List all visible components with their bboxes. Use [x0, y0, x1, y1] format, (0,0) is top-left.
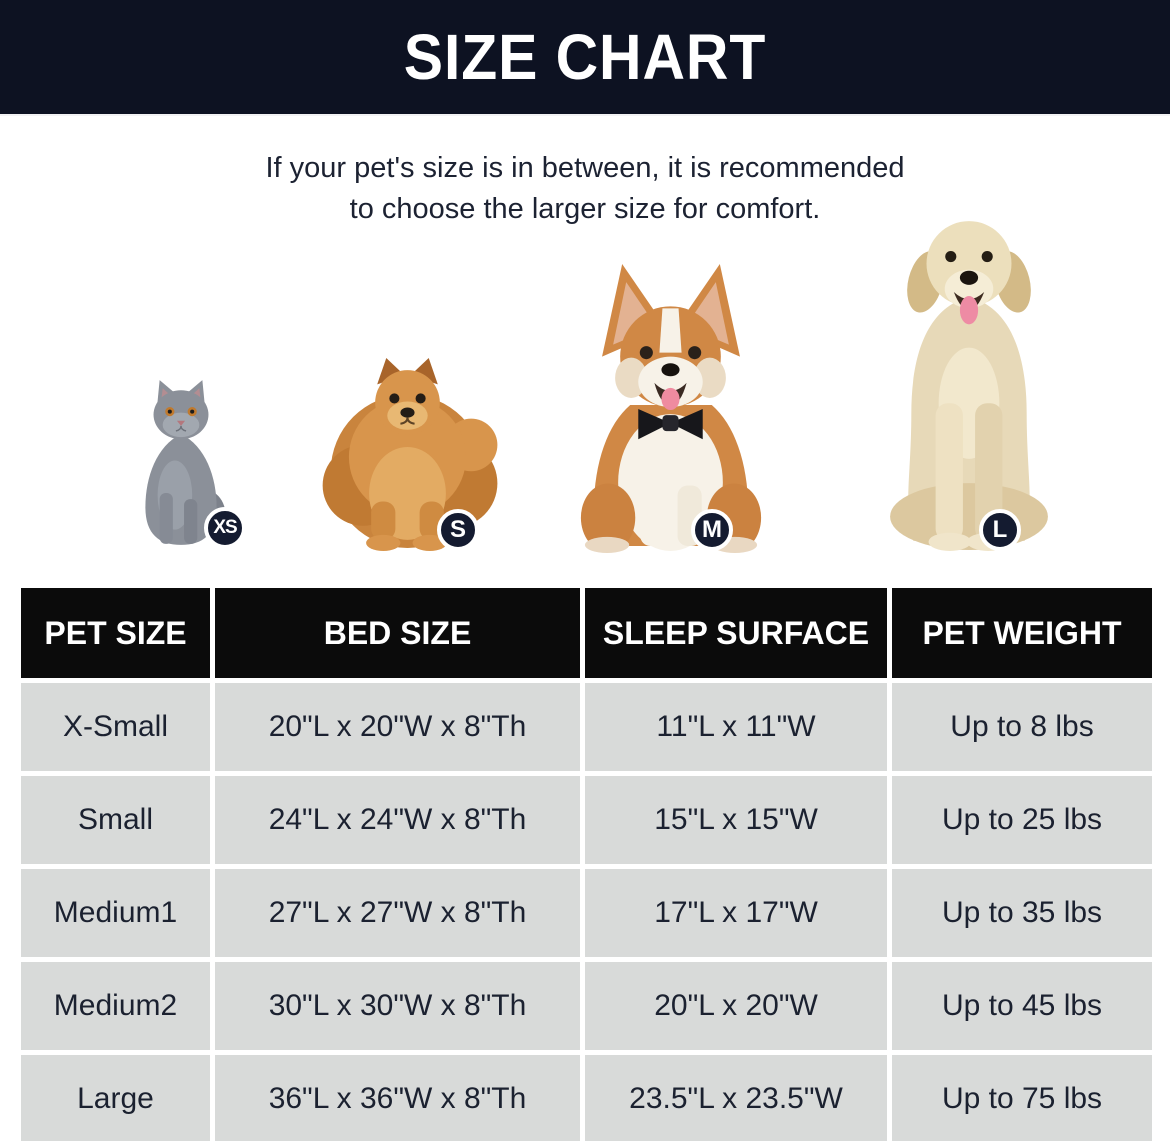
cell-sleep-surface: 11"L x 11"W	[585, 683, 887, 771]
size-badge-s: S	[437, 509, 479, 551]
cell-pet-size: X-Small	[21, 683, 210, 771]
cell-pet-weight: Up to 25 lbs	[892, 776, 1152, 864]
size-badge-m-label: M	[702, 516, 722, 543]
cat-illustration	[130, 375, 232, 550]
column-header-bed-size: BED SIZE	[215, 588, 580, 678]
cell-bed-size: 27"L x 27"W x 8"Th	[215, 869, 580, 957]
cell-bed-size: 36"L x 36"W x 8"Th	[215, 1055, 580, 1141]
size-badge-m: M	[691, 509, 733, 551]
cat-icon	[145, 380, 226, 545]
cell-pet-weight: Up to 45 lbs	[892, 962, 1152, 1050]
corgi-icon	[580, 264, 762, 553]
cell-bed-size: 30"L x 30"W x 8"Th	[215, 962, 580, 1050]
cell-pet-size: Small	[21, 776, 210, 864]
pomeranian-icon	[322, 358, 498, 551]
cell-sleep-surface: 23.5"L x 23.5"W	[585, 1055, 887, 1141]
cell-pet-size: Medium2	[21, 962, 210, 1050]
cell-pet-size: Large	[21, 1055, 210, 1141]
size-badge-xs-label: XS	[213, 517, 237, 538]
size-badge-xs: XS	[204, 507, 246, 549]
size-note-line2: to choose the larger size for comfort.	[349, 193, 821, 225]
cell-sleep-surface: 20"L x 20"W	[585, 962, 887, 1050]
size-badge-l-label: L	[992, 516, 1008, 543]
hero-section: If your pet's size is in between, it is …	[0, 116, 1170, 588]
cell-sleep-surface: 15"L x 15"W	[585, 776, 887, 864]
column-header-sleep-surface: SLEEP SURFACE	[585, 588, 887, 678]
golden-retriever-illustration	[872, 211, 1066, 553]
cell-pet-weight: Up to 8 lbs	[892, 683, 1152, 771]
pomeranian-illustration	[314, 352, 502, 552]
size-note-line1: If your pet's size is in between, it is …	[265, 152, 905, 184]
cell-pet-size: Medium1	[21, 869, 210, 957]
page-title: SIZE CHART	[403, 21, 767, 93]
column-header-pet-size: PET SIZE	[21, 588, 210, 678]
size-badge-s-label: S	[449, 516, 466, 543]
size-badge-l: L	[979, 509, 1021, 551]
cell-sleep-surface: 17"L x 17"W	[585, 869, 887, 957]
size-note: If your pet's size is in between, it is …	[0, 148, 1170, 230]
cell-pet-weight: Up to 35 lbs	[892, 869, 1152, 957]
cell-bed-size: 20"L x 20"W x 8"Th	[215, 683, 580, 771]
title-bar: SIZE CHART	[0, 0, 1170, 116]
cell-pet-weight: Up to 75 lbs	[892, 1055, 1152, 1141]
size-table: PET SIZE BED SIZE SLEEP SURFACE PET WEIG…	[21, 588, 1152, 1141]
corgi-illustration	[567, 256, 775, 553]
golden-retriever-icon	[890, 221, 1048, 551]
column-header-pet-weight: PET WEIGHT	[892, 588, 1152, 678]
cell-bed-size: 24"L x 24"W x 8"Th	[215, 776, 580, 864]
